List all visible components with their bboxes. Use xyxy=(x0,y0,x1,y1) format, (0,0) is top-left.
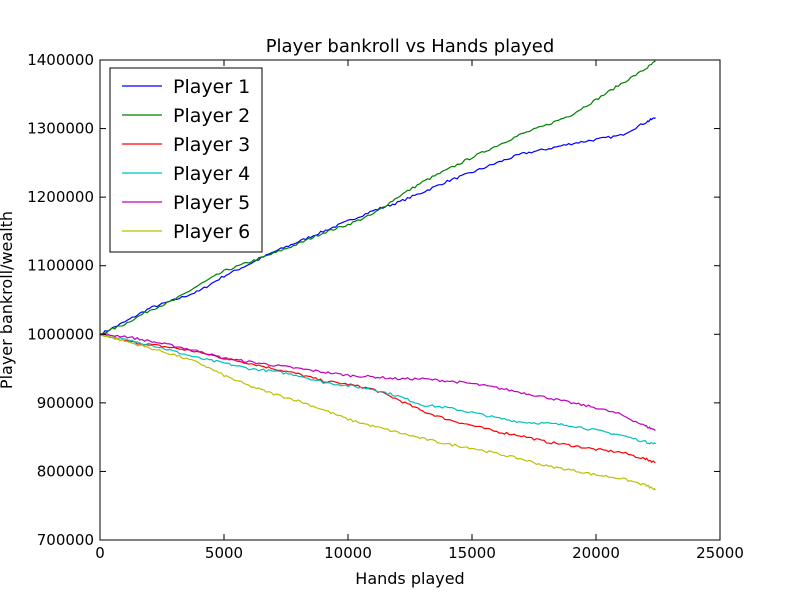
legend-label-4: Player 4 xyxy=(173,163,250,185)
legend-label-1: Player 1 xyxy=(173,76,250,98)
x-axis-label: Hands played xyxy=(355,569,464,588)
x-tick-label: 5000 xyxy=(205,544,243,562)
y-axis-ticks: 700000 800000 900000 1000000 1100000 1200000 1… xyxy=(27,51,720,549)
chart-title: Player bankroll vs Hands played xyxy=(266,36,555,57)
x-tick-label: 20000 xyxy=(572,544,620,562)
x-tick-label: 15000 xyxy=(448,544,496,562)
legend-label-2: Player 2 xyxy=(173,105,250,127)
y-tick-label: 1000000 xyxy=(27,325,94,343)
y-tick-label: 1300000 xyxy=(27,120,94,138)
y-tick-label: 1100000 xyxy=(27,257,94,275)
y-tick-label: 1200000 xyxy=(27,188,94,206)
series-line-5 xyxy=(99,333,656,431)
series-line-2 xyxy=(99,60,656,335)
y-tick-label: 1400000 xyxy=(27,51,94,69)
y-tick-label: 900000 xyxy=(37,394,94,412)
x-axis-ticks: 0 5000 10000 15000 20000 25000 xyxy=(95,60,744,562)
plot-lines xyxy=(99,60,656,491)
legend-label-6: Player 6 xyxy=(173,221,250,243)
legend-label-3: Player 3 xyxy=(173,134,250,156)
legend-box xyxy=(109,67,263,253)
y-tick-label: 700000 xyxy=(37,531,94,549)
x-tick-label: 0 xyxy=(95,544,105,562)
x-tick-label: 25000 xyxy=(696,544,744,562)
series-line-3 xyxy=(99,333,656,464)
series-line-6 xyxy=(99,333,656,491)
legend-label-5: Player 5 xyxy=(173,192,250,214)
x-tick-label: 10000 xyxy=(324,544,372,562)
legend: Player 1 Player 2 Player 3 Player 4 Player 5… xyxy=(109,67,263,253)
plot-frame xyxy=(99,59,721,541)
series-line-4 xyxy=(99,333,656,445)
y-tick-label: 800000 xyxy=(37,462,94,480)
y-axis-label: Player bankroll/wealth xyxy=(0,211,16,389)
